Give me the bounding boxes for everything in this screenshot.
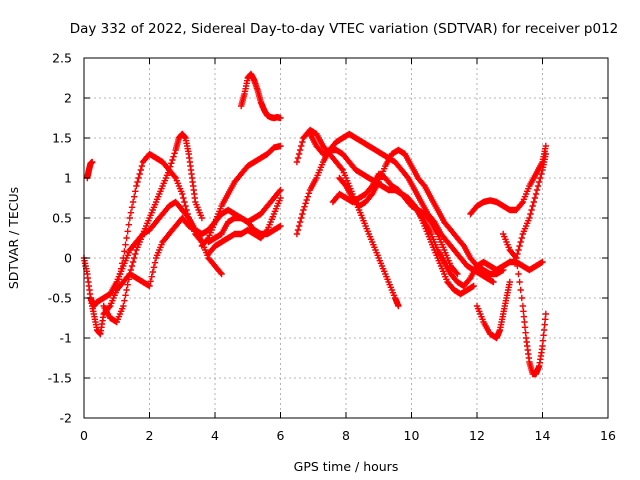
y-tick-label: -1: [60, 331, 72, 346]
x-tick-label: 2: [146, 428, 154, 443]
plus-marker-series: [293, 130, 497, 286]
x-tick-label: 0: [80, 428, 88, 443]
series-sat-Q: [473, 278, 513, 342]
plus-marker-series: [205, 194, 284, 258]
plus-marker-series: [467, 142, 549, 218]
series-sat-M: [329, 170, 461, 278]
plus-marker-series: [238, 70, 284, 122]
plus-marker-series: [329, 170, 461, 278]
y-axis-label: SDTVAR / TECUs: [6, 187, 21, 289]
y-tick-label: -2: [60, 411, 72, 426]
plus-marker-series: [198, 142, 284, 250]
series-sat-S: [513, 150, 549, 262]
axis-ticks: [83, 57, 609, 419]
y-tick-label: -0.5: [48, 291, 72, 306]
plus-marker-series: [473, 278, 513, 342]
x-tick-label: 10: [404, 428, 420, 443]
x-tick-label: 8: [342, 428, 350, 443]
tick-labels: 0 2 4 6 8 10 12 14 16 2.5 2 1.5 1 0.5 0 -0.5 -1 -1.5 -2: [48, 51, 616, 444]
y-tick-label: -1.5: [48, 371, 72, 386]
chart-title: Day 332 of 2022, Sidereal Day-to-day VTE…: [70, 21, 619, 37]
x-axis-label: GPS time / hours: [294, 459, 399, 474]
x-tick-label: 4: [211, 428, 219, 443]
x-tick-label: 16: [600, 428, 616, 443]
y-tick-label: 2: [64, 91, 72, 106]
series-sat-P: [467, 142, 549, 218]
series-sat-K: [293, 130, 497, 286]
series-sat-R: [500, 230, 549, 378]
x-tick-label: 12: [469, 428, 485, 443]
series-sat-H: [205, 194, 284, 258]
x-tick-label: 14: [535, 428, 551, 443]
series-sat-O: [414, 206, 546, 290]
y-tick-label: 1: [64, 171, 72, 186]
plus-marker-series: [513, 150, 549, 262]
plus-marker-series: [336, 146, 507, 278]
series-sat-N: [336, 146, 507, 278]
y-tick-label: 0: [64, 251, 72, 266]
y-tick-label: 0.5: [52, 211, 72, 226]
series-sat-I: [238, 70, 284, 122]
x-tick-label: 6: [277, 428, 285, 443]
plus-marker-series: [500, 230, 549, 378]
plus-marker-series: [414, 206, 546, 290]
data-markers: [80, 70, 549, 378]
y-tick-label: 1.5: [52, 131, 72, 146]
y-tick-label: 2.5: [52, 51, 72, 66]
series-sat-F: [198, 142, 284, 250]
